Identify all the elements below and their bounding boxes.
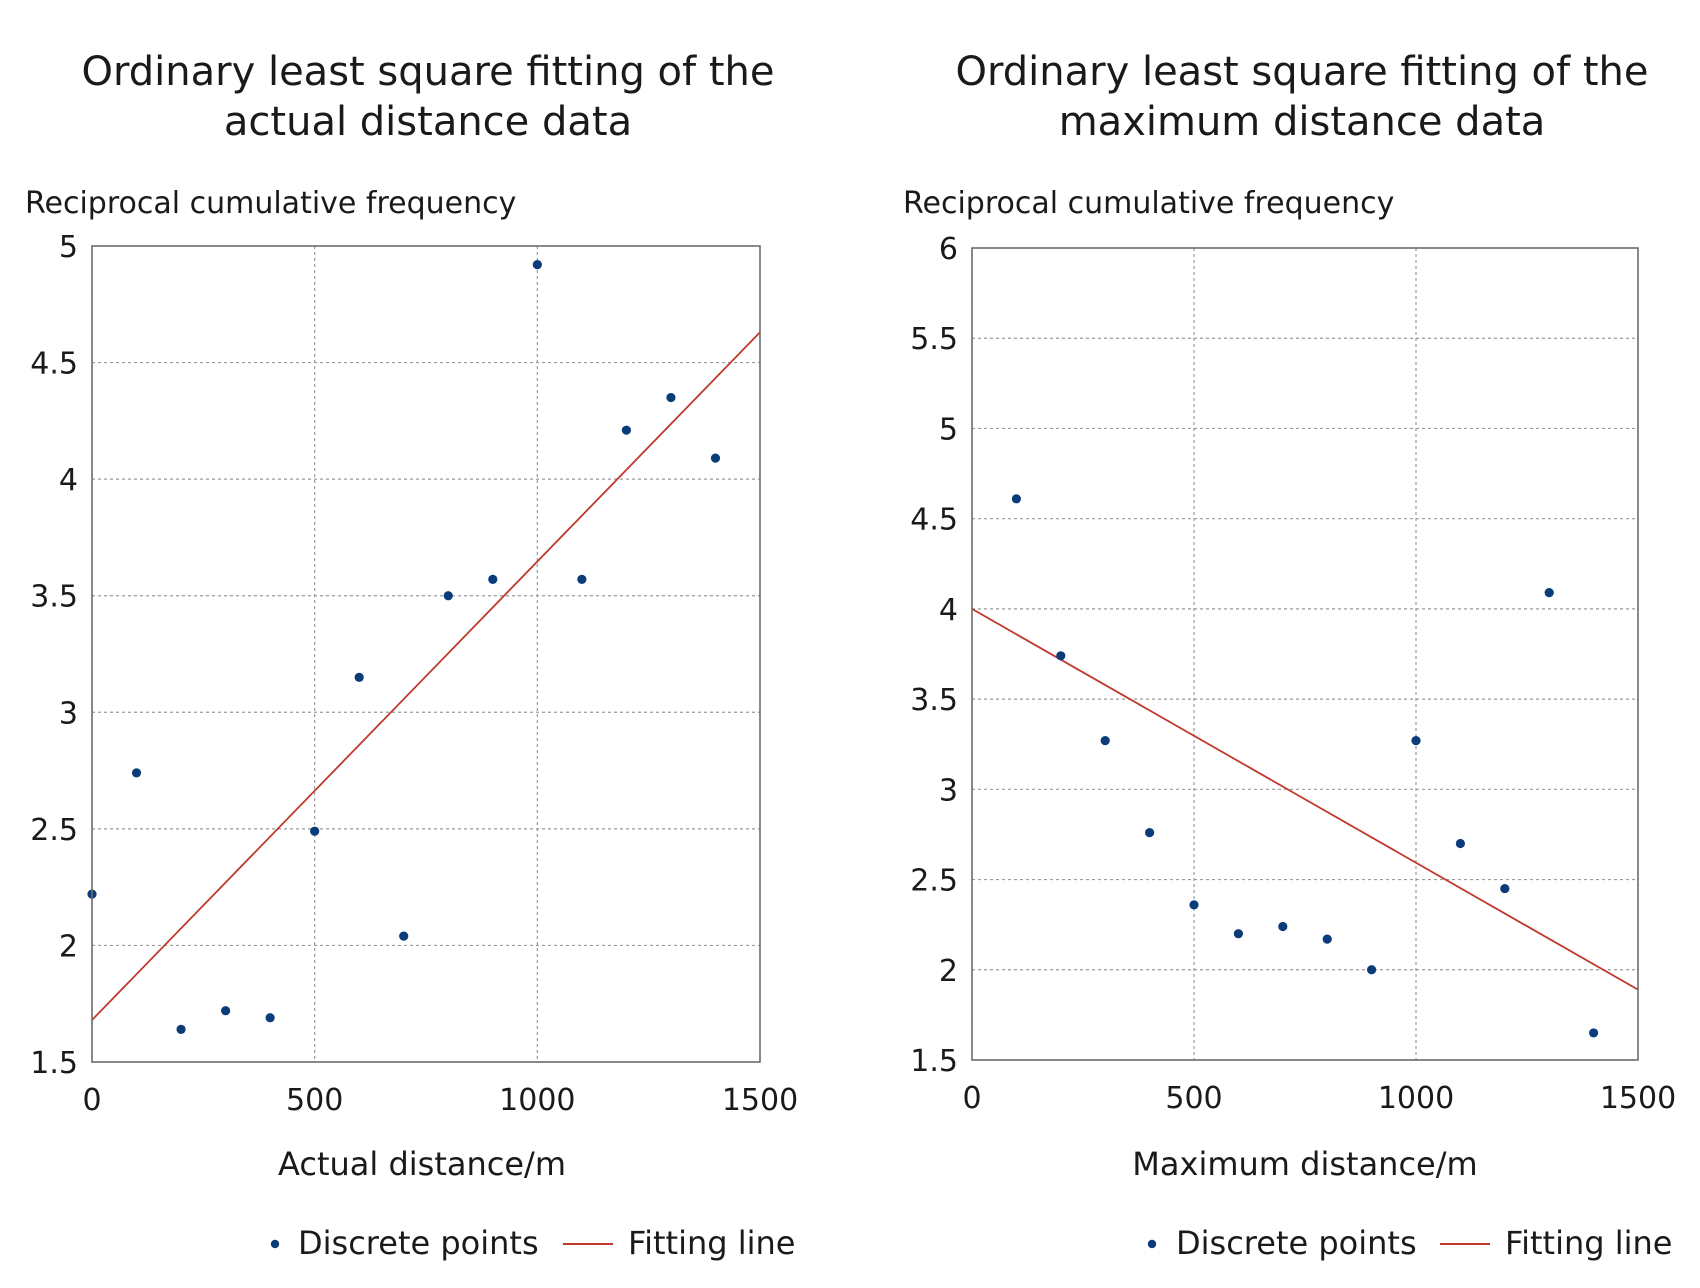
- y-tick-labels: 1.5 2 2.5 3 3.5 4 4.5 5 5.5 6: [910, 232, 958, 1079]
- data-point: [354, 672, 364, 682]
- data-point: [666, 392, 676, 403]
- x-tick-label: 1000: [499, 1083, 575, 1118]
- gridlines: [91, 245, 761, 1063]
- data-point: [1056, 651, 1066, 661]
- data-point: [1500, 883, 1510, 894]
- fitting-line: [971, 608, 1639, 991]
- y-tick-label: 3.5: [30, 580, 78, 615]
- x-axis-label: Actual distance/m: [278, 1145, 566, 1183]
- data-point: [1544, 588, 1554, 598]
- y-tick-label: 4.5: [910, 503, 958, 538]
- data-point: [577, 574, 587, 584]
- y-tick-label: 4.5: [30, 347, 78, 382]
- plot-frame: [91, 245, 761, 1063]
- plot-area: [971, 494, 1639, 1038]
- y-tick-label: 3.5: [910, 683, 958, 718]
- y-tick-label: 1.5: [910, 1044, 958, 1079]
- legend-label-points: Discrete points: [1176, 1224, 1417, 1262]
- x-axis-label: Maximum distance/m: [1132, 1145, 1477, 1183]
- data-point: [1411, 736, 1421, 746]
- chart-maximum-distance: Ordinary least square fitting of the max…: [903, 49, 1676, 1262]
- y-tick-label: 4: [59, 463, 78, 498]
- data-point: [443, 591, 453, 601]
- data-point: [310, 826, 320, 836]
- x-tick-label: 1500: [722, 1083, 798, 1118]
- data-point: [1233, 929, 1243, 939]
- data-point: [221, 1006, 231, 1016]
- x-tick-label: 1500: [1600, 1081, 1676, 1116]
- chart-title-line-2: actual distance data: [224, 99, 632, 145]
- y-tick-label: 2.5: [30, 813, 78, 848]
- y-tick-labels: 1.5 2 2.5 3 3.5 4 4.5 5: [30, 230, 78, 1081]
- data-point: [131, 768, 142, 778]
- y-tick-label: 5: [939, 412, 958, 447]
- chart-title-line-1: Ordinary least square fitting of the: [82, 49, 775, 95]
- data-point: [1322, 934, 1332, 944]
- data-point: [1100, 736, 1110, 746]
- data-point: [1589, 1028, 1599, 1038]
- data-point: [488, 574, 498, 584]
- y-tick-label: 2.5: [910, 864, 958, 899]
- plot-frame: [971, 247, 1639, 1061]
- data-point: [1189, 900, 1199, 910]
- data-point: [621, 425, 632, 435]
- legend-marker-points: [1147, 1239, 1157, 1249]
- y-tick-label: 1.5: [30, 1046, 78, 1081]
- legend-marker-points: [270, 1239, 280, 1249]
- data-point: [1367, 965, 1377, 975]
- y-tick-label: 5.5: [910, 322, 958, 357]
- legend-label-line: Fitting line: [1505, 1224, 1672, 1262]
- data-point: [1145, 828, 1155, 838]
- data-point: [399, 931, 409, 941]
- legend: Discrete points Fitting line: [1147, 1224, 1672, 1262]
- y-tick-label: 2: [939, 954, 958, 989]
- data-point: [710, 453, 721, 463]
- x-tick-label: 1000: [1378, 1081, 1454, 1116]
- x-tick-labels: 0 500 1000 1500: [962, 1081, 1676, 1116]
- y-tick-label: 5: [59, 230, 78, 265]
- chart-title-line-2: maximum distance data: [1059, 99, 1546, 145]
- data-point: [1455, 838, 1465, 849]
- legend-label-line: Fitting line: [628, 1224, 795, 1262]
- plot-area: [87, 260, 761, 1034]
- fitting-line: [91, 331, 761, 1021]
- x-tick-labels: 0 500 1000 1500: [82, 1083, 798, 1118]
- legend-label-points: Discrete points: [298, 1224, 539, 1262]
- data-point: [265, 1013, 275, 1023]
- x-tick-label: 0: [962, 1081, 981, 1116]
- y-tick-label: 2: [59, 929, 78, 964]
- gridlines: [971, 247, 1639, 1061]
- x-tick-label: 500: [1165, 1081, 1222, 1116]
- data-point: [532, 260, 542, 270]
- data-point: [1278, 921, 1288, 932]
- chart-actual-distance: Ordinary least square fitting of the act…: [25, 49, 798, 1262]
- x-tick-label: 500: [286, 1083, 343, 1118]
- chart-title-line-1: Ordinary least square fitting of the: [956, 49, 1649, 95]
- y-tick-label: 3: [939, 773, 958, 808]
- y-axis-label: Reciprocal cumulative frequency: [25, 186, 516, 221]
- data-point: [1011, 494, 1022, 504]
- legend: Discrete points Fitting line: [270, 1224, 795, 1262]
- x-tick-label: 0: [82, 1083, 101, 1118]
- y-tick-label: 4: [939, 593, 958, 628]
- y-axis-label: Reciprocal cumulative frequency: [903, 186, 1394, 221]
- data-point: [176, 1024, 186, 1034]
- y-tick-label: 6: [939, 232, 958, 267]
- y-tick-label: 3: [59, 696, 78, 731]
